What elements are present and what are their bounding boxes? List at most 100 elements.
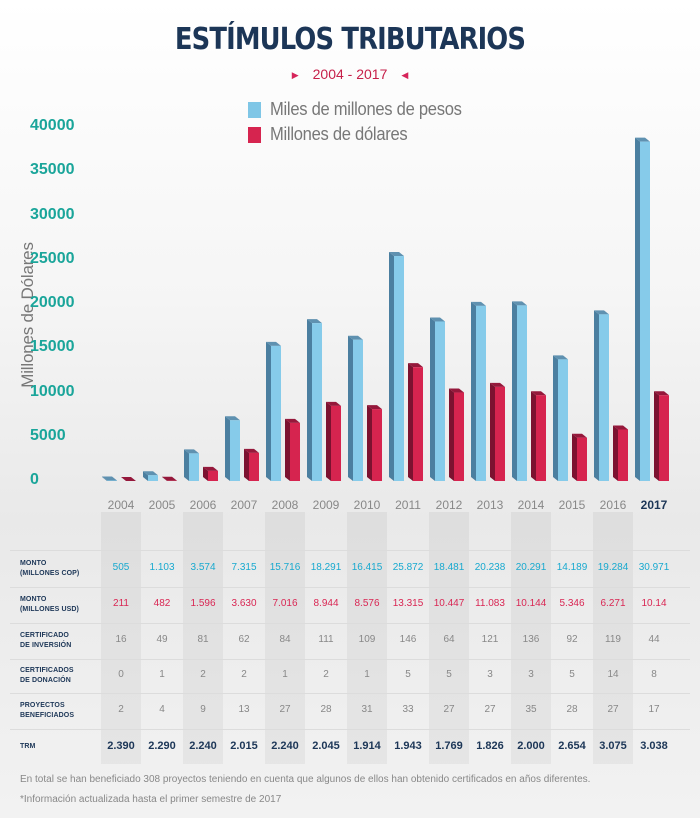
bar-cop-2016 (594, 310, 609, 481)
bar-front (413, 367, 423, 481)
table-row-label-line: PROYECTOS (20, 702, 65, 709)
table-row-label-line: (MILLONES COP) (20, 569, 80, 577)
bar-side (102, 476, 107, 481)
bar-front (659, 395, 669, 481)
table-row-label-line: DE INVERSIÓN (20, 642, 72, 649)
column-band (183, 512, 223, 764)
triangle-left-icon: ◀ (401, 70, 409, 80)
bar-side (389, 252, 394, 481)
bar-front (577, 437, 587, 481)
table-cell: 2.000 (517, 740, 545, 752)
y-tick-label: 40000 (30, 117, 75, 134)
bar-cop-2007 (225, 416, 240, 481)
bar-top (102, 476, 117, 481)
table-cell: 17 (648, 704, 660, 715)
table-cell: 16 (115, 634, 127, 645)
bar-top (162, 476, 177, 481)
table-row-label: CERTIFICADOS DE DONACIÓN (20, 666, 110, 686)
table-cell: 27 (484, 704, 496, 715)
y-tick-label: 5000 (30, 426, 66, 444)
bar-front (148, 475, 158, 481)
table-cell: 8 (651, 669, 657, 680)
bar-top (367, 405, 382, 410)
bar-usd-2007 (244, 448, 259, 481)
x-tick-label: 2010 (353, 498, 381, 512)
bar-side (531, 391, 536, 481)
table-cell: 27 (279, 704, 291, 715)
table-cell: 5 (405, 669, 411, 680)
table-cell: 5 (569, 669, 575, 680)
table-row-label-line: CERTIFICADO (20, 632, 69, 639)
table-cell: 31 (361, 704, 373, 715)
bar-top (572, 433, 587, 438)
x-tick-label: 2017 (640, 498, 668, 512)
table-row-label: CERTIFICADO DE INVERSIÓN (20, 631, 110, 651)
bar-front (290, 422, 300, 481)
bar-front (189, 453, 199, 481)
bar-top (512, 301, 527, 306)
table-cell: 1 (159, 669, 165, 680)
column-band (265, 512, 305, 764)
triangle-right-icon: ▶ (291, 70, 299, 80)
bar-side (613, 425, 618, 481)
table-cell: 2.290 (148, 740, 176, 752)
table-cell: 482 (153, 598, 171, 609)
table-cell: 2.654 (558, 740, 586, 752)
table-cell: 6.271 (600, 598, 626, 609)
table-cell: 2.045 (312, 740, 340, 752)
bar-usd-2011 (408, 363, 423, 481)
bar-usd-2016 (613, 425, 628, 481)
bar-side (285, 418, 290, 481)
legend-item-cop: Miles de millones de pesos (248, 97, 478, 122)
table-cell: 211 (113, 598, 129, 609)
table-row-divider (10, 729, 690, 730)
bar-cop-2010 (348, 335, 363, 481)
bar-side (266, 341, 271, 481)
x-tick-label: 2006 (189, 498, 217, 512)
y-tick-label: 30000 (30, 205, 75, 223)
table-row-divider (10, 659, 690, 660)
column-band (511, 512, 551, 764)
table-row-label-line: DE DONACIÓN (20, 677, 71, 684)
legend: Miles de millones de pesos Millones de d… (248, 97, 478, 147)
table-cell: 16.415 (351, 561, 383, 573)
bar-front (208, 470, 218, 481)
bar-cop-2005 (143, 471, 158, 481)
y-tick-label: 35000 (30, 161, 75, 179)
table-cell: 2 (118, 704, 124, 715)
bar-top (285, 418, 300, 423)
table-cell: 1 (364, 669, 370, 680)
subtitle-row: ▶ 2004 - 2017 ◀ (0, 66, 700, 82)
bar-top (244, 448, 259, 453)
table-cell: 28 (320, 704, 332, 715)
bar-front (312, 323, 322, 481)
bar-top (121, 477, 136, 481)
bar-top (389, 252, 404, 257)
table-cell: 5.346 (559, 598, 585, 609)
bar-front (558, 359, 568, 481)
table-cell: 146 (399, 634, 417, 645)
x-tick-label: 2008 (271, 498, 299, 512)
bar-usd-2013 (490, 382, 505, 481)
column-band (593, 512, 633, 764)
table-cell: 62 (238, 634, 250, 645)
bar-front (495, 386, 505, 481)
bar-top (184, 449, 199, 454)
table-cell: 1.103 (149, 561, 175, 573)
bar-side (348, 335, 353, 481)
bar-usd-2006 (203, 466, 218, 481)
table-cell: 3.075 (599, 740, 627, 752)
bar-front (517, 305, 527, 481)
table-row-label: MONTO (MILLONES COP) (20, 559, 110, 579)
footnote: *Información actualizada hasta el primer… (20, 794, 282, 805)
table-row-divider (10, 623, 690, 624)
table-cell: 3.574 (190, 561, 216, 573)
bar-top (613, 425, 628, 430)
bar-top (326, 401, 341, 406)
table-row-label-line: TRM (20, 743, 36, 750)
table-cell: 1 (282, 669, 288, 680)
bar-side (408, 363, 413, 481)
bar-top (490, 382, 505, 387)
bar-top (203, 466, 218, 471)
chart-title: ESTÍMULOS TRIBUTARIOS (174, 22, 526, 57)
